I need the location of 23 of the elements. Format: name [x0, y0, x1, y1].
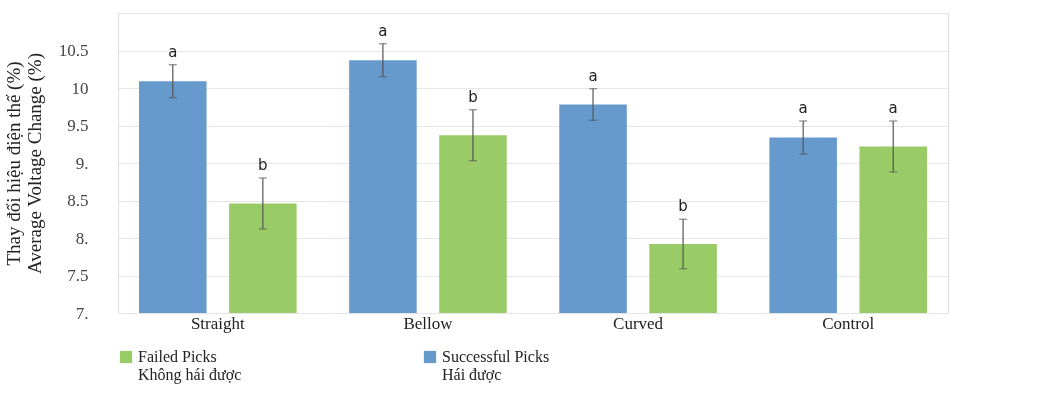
x-tick-label: Straight [190, 313, 245, 333]
annotation: a [798, 99, 808, 117]
annotation: a [168, 42, 178, 61]
x-tick-label: Control [822, 313, 875, 333]
annotation: b [468, 87, 478, 106]
annotation: b [258, 156, 268, 174]
legend-label: Successful Picks Hái được [442, 348, 550, 383]
annotation: a [888, 99, 898, 117]
annotation: a [588, 66, 598, 85]
y-tick-label: 9.5 [67, 116, 89, 135]
y-tick-label: 10.5 [58, 41, 89, 60]
y-axis-title: Thay đổi hiệu điện thế (%) Average Voltage Change (%) [2, 52, 46, 275]
annotation: a [378, 21, 388, 40]
x-tick-label: Curved [613, 313, 664, 333]
x-tick-label: Bellow [403, 313, 454, 333]
annotation: b [678, 197, 688, 216]
y-tick-label: 9. [75, 153, 89, 173]
y-tick-label: 8. [75, 228, 89, 248]
legend-label: Failed Picks Không hái được [138, 348, 242, 384]
y-tick-label: 8.5 [67, 191, 89, 210]
y-tick-label: 10 [71, 78, 89, 98]
y-tick-label: 7. [75, 303, 89, 323]
y-tick-label: 7.5 [67, 266, 89, 285]
